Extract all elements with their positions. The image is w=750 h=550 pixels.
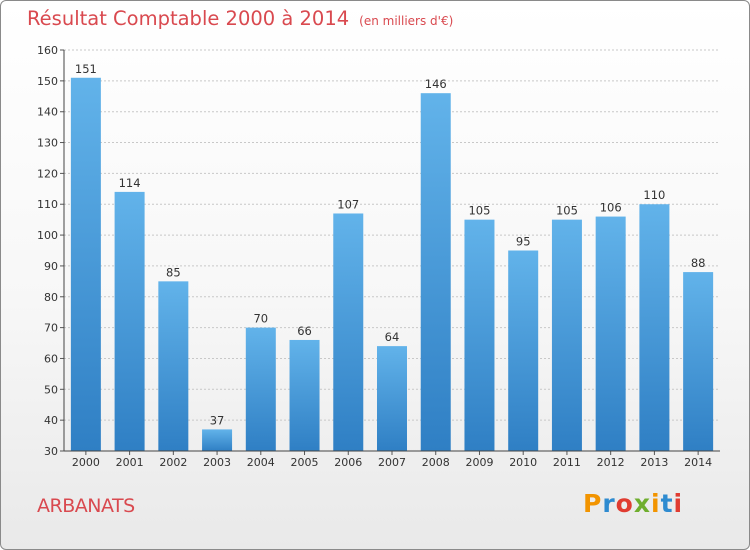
y-tick-label: 100: [37, 229, 58, 242]
data-label: 107: [337, 197, 359, 211]
x-tick-label: 2007: [378, 456, 406, 469]
data-label: 66: [297, 324, 312, 338]
bar: [333, 213, 364, 451]
y-tick-label: 90: [44, 260, 58, 273]
logo-letter: i: [673, 489, 684, 518]
bar: [683, 272, 714, 451]
y-tick-label: 130: [37, 137, 58, 150]
y-tick-label: 50: [44, 383, 58, 396]
y-tick-label: 150: [37, 75, 58, 88]
y-tick-label: 60: [44, 352, 58, 365]
x-tick-label: 2013: [640, 456, 668, 469]
data-label: 95: [516, 235, 531, 249]
x-tick-label: 2014: [684, 456, 712, 469]
x-tick-label: 2012: [597, 456, 625, 469]
chart-title: Résultat Comptable 2000 à 2014: [27, 7, 350, 30]
y-tick-label: 120: [37, 167, 58, 180]
data-label: 70: [253, 312, 268, 326]
logo-letter: i: [651, 489, 661, 518]
x-tick-label: 2000: [72, 456, 100, 469]
data-label: 105: [556, 204, 578, 218]
bar: [114, 191, 145, 451]
x-tick-label: 2008: [422, 456, 450, 469]
y-tick-label: 160: [37, 44, 58, 57]
x-tick-label: 2010: [509, 456, 537, 469]
bar: [420, 93, 451, 451]
chart-header: Résultat Comptable 2000 à 2014 (en millie…: [27, 7, 453, 30]
logo-letter: P: [583, 489, 603, 518]
proxiti-logo: Proxiti: [583, 489, 683, 518]
bar: [158, 281, 189, 451]
logo-letter: r: [602, 489, 616, 518]
data-label: 85: [166, 265, 181, 279]
bar: [289, 339, 320, 451]
bar: [464, 219, 495, 451]
data-label: 106: [600, 201, 622, 215]
x-tick-label: 2009: [465, 456, 493, 469]
x-tick-label: 2004: [247, 456, 275, 469]
y-tick-label: 40: [44, 414, 58, 427]
y-tick-label: 110: [37, 198, 58, 211]
y-tick-label: 80: [44, 291, 58, 304]
data-label: 114: [119, 176, 141, 190]
x-tick-label: 2003: [203, 456, 231, 469]
bar: [595, 216, 626, 451]
bar: [377, 346, 407, 451]
x-tick-label: 2006: [334, 456, 362, 469]
y-tick-label: 30: [44, 445, 58, 458]
bar: [551, 219, 582, 451]
data-label: 88: [691, 256, 706, 270]
bar: [639, 204, 670, 451]
bar: [70, 77, 101, 451]
x-tick-label: 2001: [116, 456, 144, 469]
commune-name: ARBANATS: [37, 495, 135, 517]
bar: [202, 429, 233, 451]
x-tick-label: 2005: [291, 456, 319, 469]
y-tick-label: 70: [44, 322, 58, 335]
data-label: 110: [643, 188, 665, 202]
data-label: 146: [425, 77, 447, 91]
data-label: 105: [468, 204, 490, 218]
y-tick-label: 140: [37, 106, 58, 119]
bar: [245, 327, 276, 451]
x-tick-label: 2011: [553, 456, 581, 469]
data-label: 37: [210, 413, 225, 427]
logo-letter: x: [633, 489, 651, 518]
bar: [508, 250, 539, 451]
unit-note: (en milliers d'€): [359, 14, 454, 28]
data-label: 151: [75, 62, 97, 76]
logo-letter: o: [615, 489, 634, 518]
logo-letter: t: [660, 489, 674, 518]
data-label: 64: [385, 330, 400, 344]
x-tick-label: 2002: [159, 456, 187, 469]
